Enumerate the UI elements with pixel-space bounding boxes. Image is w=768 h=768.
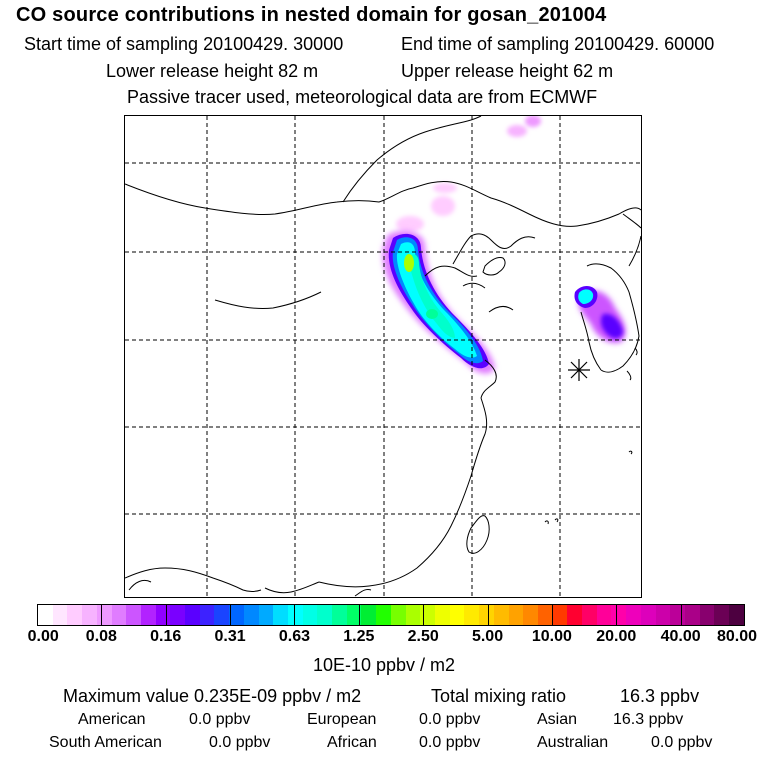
colorbar — [37, 604, 745, 626]
colorbar-cell — [273, 605, 288, 625]
asian-label: Asian — [537, 711, 578, 728]
colorbar-cell — [537, 605, 553, 625]
colorbar-cell — [361, 605, 377, 625]
colorbar-tick-label: 80.00 — [716, 628, 758, 645]
colorbar-cell — [523, 605, 538, 625]
total-mixing-ratio-label: Total mixing ratio — [431, 686, 567, 706]
colorbar-cell — [464, 605, 480, 625]
colorbar-tick-label: 0.00 — [27, 628, 59, 645]
colorbar-cell — [582, 605, 597, 625]
colorbar-cell — [376, 605, 391, 625]
colorbar-cell — [96, 605, 112, 625]
colorbar-cell — [229, 605, 244, 625]
end-time-label: End time of sampling 20100429. 60000 — [401, 34, 715, 54]
plume-korea — [574, 286, 626, 343]
colorbar-cell — [155, 605, 171, 625]
colorbar-cell — [434, 605, 450, 625]
colorbar-cell — [111, 605, 127, 625]
colorbar-tick-label: 40.00 — [660, 628, 701, 645]
colorbar-tick-label: 0.63 — [278, 628, 311, 645]
colorbar-cell — [714, 605, 730, 625]
colorbar-tick-label: 10.00 — [531, 628, 572, 645]
tracer-note: Passive tracer used, meteorological data… — [127, 87, 598, 107]
american-label: American — [78, 711, 146, 728]
african-label: African — [327, 734, 377, 751]
colorbar-tick-label: 0.16 — [150, 628, 182, 645]
colorbar-cell — [317, 605, 333, 625]
max-value-label: Maximum value 0.235E-09 ppbv / m2 — [63, 686, 362, 706]
map-canvas — [125, 116, 641, 597]
map-frame — [124, 115, 642, 598]
colorbar-tick-label: 0.31 — [214, 628, 246, 645]
colorbar-cell — [449, 605, 465, 625]
lower-release-height-label: Lower release height 82 m — [106, 61, 319, 81]
colorbar-cell — [199, 605, 215, 625]
colorbar-cell — [214, 605, 230, 625]
colorbar-cell — [655, 605, 671, 625]
colorbar-cell — [626, 605, 641, 625]
colorbar-cell — [479, 605, 494, 625]
colorbar-tick-label: 1.25 — [343, 628, 375, 645]
colorbar-cell — [185, 605, 200, 625]
colorbar-tick-label: 5.00 — [471, 628, 504, 645]
colorbar-units: 10E-10 ppbv / m2 — [312, 655, 456, 675]
colorbar-cell — [82, 605, 97, 625]
chart-title: CO source contributions in nested domain… — [16, 4, 607, 26]
colorbar-cell — [729, 605, 744, 625]
australian-value: 0.0 ppbv — [651, 734, 713, 751]
lat-lon-grid — [125, 116, 641, 597]
receptor-star-icon — [568, 359, 590, 381]
coastline — [125, 116, 641, 597]
colorbar-cell — [611, 605, 627, 625]
colorbar-tick-label: 0.08 — [85, 628, 117, 645]
colorbar-cell — [640, 605, 656, 625]
american-value: 0.0 ppbv — [189, 711, 251, 728]
total-mixing-ratio-value: 16.3 ppbv — [620, 686, 700, 706]
colorbar-cell — [405, 605, 421, 625]
plume-northeast-faint — [396, 116, 541, 232]
colorbar-cell — [420, 605, 435, 625]
colorbar-cell — [126, 605, 141, 625]
plume-main — [382, 230, 495, 374]
colorbar-cell — [140, 605, 156, 625]
colorbar-tick-label: 2.50 — [407, 628, 439, 645]
colorbar-cell — [508, 605, 524, 625]
colorbar-cell — [258, 605, 274, 625]
colorbar-cell — [596, 605, 612, 625]
colorbar-cell — [684, 605, 700, 625]
european-label: European — [307, 711, 377, 728]
colorbar-tick-label: 20.00 — [596, 628, 637, 645]
south-american-label: South American — [49, 734, 162, 751]
african-value: 0.0 ppbv — [419, 734, 481, 751]
start-time-label: Start time of sampling 20100429. 30000 — [24, 34, 344, 54]
colorbar-cell — [52, 605, 68, 625]
colorbar-cell — [38, 605, 53, 625]
colorbar-cell — [302, 605, 318, 625]
colorbar-cell — [67, 605, 83, 625]
colorbar-cell — [390, 605, 406, 625]
australian-label: Australian — [537, 734, 609, 751]
colorbar-cell — [243, 605, 259, 625]
colorbar-cell — [699, 605, 715, 625]
asian-value: 16.3 ppbv — [613, 711, 684, 728]
colorbar-cell — [332, 605, 347, 625]
south-american-value: 0.0 ppbv — [209, 734, 271, 751]
upper-release-height-label: Upper release height 62 m — [401, 61, 614, 81]
colorbar-cell — [552, 605, 568, 625]
european-value: 0.0 ppbv — [419, 711, 481, 728]
colorbar-cell — [567, 605, 583, 625]
colorbar-cell — [670, 605, 685, 625]
colorbar-cell — [493, 605, 509, 625]
colorbar-cell — [170, 605, 186, 625]
colorbar-cell — [346, 605, 362, 625]
colorbar-cell — [287, 605, 303, 625]
